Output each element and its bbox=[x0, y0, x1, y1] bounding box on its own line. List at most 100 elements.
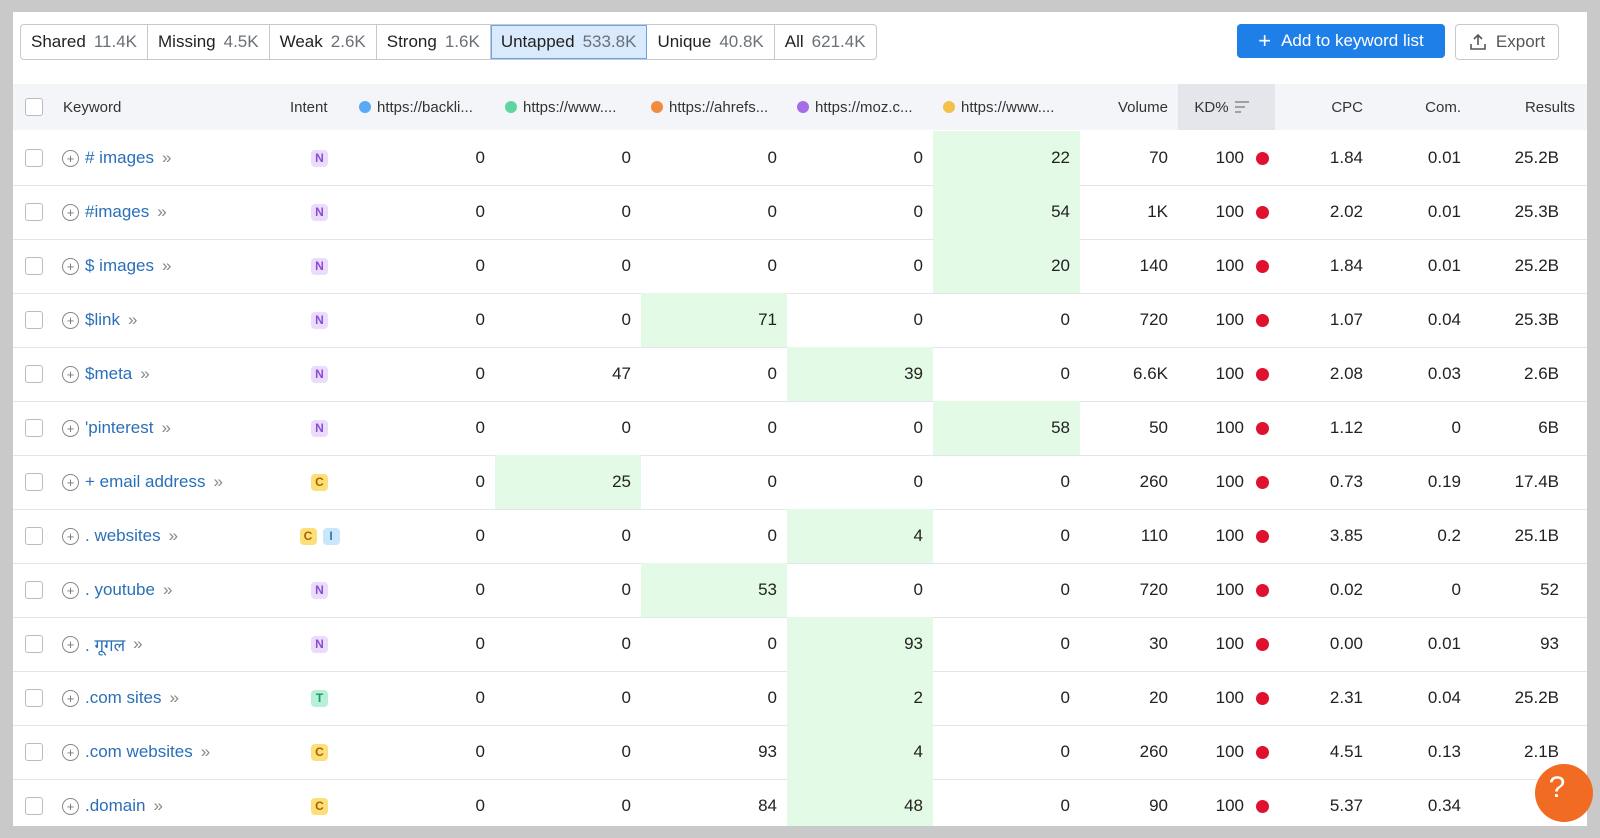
checkbox[interactable] bbox=[25, 311, 43, 329]
chevron-icon[interactable]: » bbox=[161, 418, 171, 437]
position-value: 0 bbox=[913, 256, 923, 275]
add-icon[interactable]: + bbox=[62, 797, 79, 815]
keyword-link[interactable]: .domain bbox=[85, 796, 146, 815]
cell: 25.2B bbox=[1471, 671, 1585, 725]
chevron-icon[interactable]: » bbox=[153, 796, 163, 815]
chevron-icon[interactable]: » bbox=[127, 310, 138, 329]
checkbox[interactable] bbox=[25, 149, 43, 167]
chevron-icon[interactable]: » bbox=[168, 526, 179, 545]
keyword-link[interactable]: . गूगल bbox=[85, 635, 126, 655]
chevron-icon[interactable]: » bbox=[157, 202, 167, 221]
add-icon[interactable]: + bbox=[62, 527, 79, 545]
checkbox[interactable] bbox=[25, 365, 43, 383]
filter-tab[interactable]: Shared 11.4K bbox=[21, 25, 148, 59]
checkbox[interactable] bbox=[25, 257, 43, 275]
keyword-link[interactable]: $ images bbox=[85, 256, 154, 275]
keyword-link[interactable]: .com websites bbox=[85, 742, 193, 761]
column-header: https://www.... bbox=[523, 98, 617, 116]
checkbox[interactable] bbox=[25, 743, 43, 761]
keyword-link[interactable]: #images bbox=[85, 202, 150, 221]
add-icon[interactable]: + bbox=[62, 419, 79, 437]
filter-tab[interactable]: Missing 4.5K bbox=[148, 25, 270, 59]
cell bbox=[13, 563, 52, 617]
add-icon[interactable]: + bbox=[62, 257, 79, 275]
keyword-link[interactable]: . websites bbox=[85, 526, 161, 545]
cell: + $link » bbox=[52, 293, 290, 347]
header-cell: https://www.... bbox=[495, 84, 641, 130]
add-icon[interactable]: + bbox=[62, 581, 79, 599]
header-cell: https://www.... bbox=[933, 84, 1080, 130]
cell: 140 bbox=[1080, 239, 1178, 293]
checkbox[interactable] bbox=[25, 689, 43, 707]
checkbox[interactable] bbox=[25, 527, 43, 545]
filter-tab[interactable]: Unique 40.8K bbox=[647, 25, 775, 59]
filter-tabs: Shared 11.4K Missing 4.5K Weak 2.6K Strong 1.6K… bbox=[20, 24, 877, 60]
filter-tab[interactable]: Strong 1.6K bbox=[377, 25, 491, 59]
checkbox[interactable] bbox=[25, 473, 43, 491]
checkbox[interactable] bbox=[25, 203, 43, 221]
position-value: 0 bbox=[913, 148, 923, 167]
chevron-icon[interactable]: » bbox=[213, 472, 223, 491]
results-value: 25.2B bbox=[1514, 148, 1559, 167]
add-to-list-button[interactable]: + Add to keyword list bbox=[1237, 24, 1445, 58]
cell: 93 bbox=[787, 617, 933, 671]
position-value: 0 bbox=[913, 310, 923, 329]
chevron-icon[interactable]: » bbox=[133, 634, 143, 653]
keyword-link[interactable]: + email address bbox=[85, 472, 206, 491]
cell: 0 bbox=[495, 185, 641, 239]
filter-tab[interactable]: All 621.4K bbox=[775, 25, 876, 59]
checkbox[interactable] bbox=[25, 635, 43, 653]
column-header: CPC bbox=[1331, 98, 1363, 116]
checkbox[interactable] bbox=[25, 98, 43, 116]
add-icon[interactable]: + bbox=[62, 743, 79, 761]
volume-value: 110 bbox=[1140, 526, 1168, 545]
chevron-icon[interactable]: » bbox=[161, 256, 172, 275]
kd-dot bbox=[1256, 259, 1269, 273]
cell bbox=[13, 239, 52, 293]
cell: 20 bbox=[933, 239, 1080, 293]
keyword-link[interactable]: . youtube bbox=[85, 580, 155, 599]
position-value: 0 bbox=[621, 418, 631, 437]
volume-value: 70 bbox=[1149, 148, 1168, 167]
add-icon[interactable]: + bbox=[62, 311, 79, 329]
cpc-value: 1.07 bbox=[1329, 310, 1363, 329]
filter-tab[interactable]: Untapped 533.8K bbox=[490, 25, 648, 59]
keyword-link[interactable]: 'pinterest bbox=[85, 418, 154, 437]
export-button[interactable]: Export bbox=[1455, 24, 1559, 60]
keyword-link[interactable]: $meta bbox=[85, 364, 133, 383]
cell: 0 bbox=[495, 239, 641, 293]
chevron-icon[interactable]: » bbox=[140, 364, 150, 383]
filter-tab[interactable]: Weak 2.6K bbox=[270, 25, 377, 59]
chevron-icon[interactable]: » bbox=[169, 688, 179, 707]
cell bbox=[13, 185, 52, 239]
checkbox[interactable] bbox=[25, 797, 43, 815]
cell: 100 bbox=[1178, 671, 1275, 725]
add-icon[interactable]: + bbox=[62, 689, 79, 707]
cpc-value: 2.31 bbox=[1329, 688, 1363, 707]
checkbox[interactable] bbox=[25, 581, 43, 599]
cell: N bbox=[290, 131, 349, 185]
header-cell[interactable]: KD% bbox=[1178, 84, 1275, 130]
results-value: 6B bbox=[1538, 418, 1559, 437]
keyword-link[interactable]: # images bbox=[85, 148, 154, 167]
help-button[interactable]: ? bbox=[1535, 764, 1593, 822]
add-icon[interactable]: + bbox=[62, 203, 79, 221]
position-value: 0 bbox=[1060, 364, 1070, 383]
add-icon[interactable]: + bbox=[62, 635, 79, 653]
keyword-link[interactable]: $link bbox=[85, 310, 120, 329]
checkbox[interactable] bbox=[25, 419, 43, 437]
keyword-link[interactable]: .com sites bbox=[85, 688, 162, 707]
add-icon[interactable]: + bbox=[62, 149, 79, 167]
chevron-icon[interactable]: » bbox=[162, 580, 173, 599]
cell: 4.51 bbox=[1275, 725, 1373, 779]
chevron-icon[interactable]: » bbox=[200, 742, 211, 761]
cell: 0 bbox=[349, 509, 495, 563]
add-icon[interactable]: + bbox=[62, 473, 79, 491]
cell: 0 bbox=[349, 455, 495, 509]
cell: 25.2B bbox=[1471, 239, 1585, 293]
chevron-icon[interactable]: » bbox=[161, 148, 172, 167]
add-icon[interactable]: + bbox=[62, 365, 79, 383]
position-value: 0 bbox=[767, 418, 777, 437]
cell: 90 bbox=[1080, 779, 1178, 826]
position-value: 4 bbox=[913, 742, 923, 761]
